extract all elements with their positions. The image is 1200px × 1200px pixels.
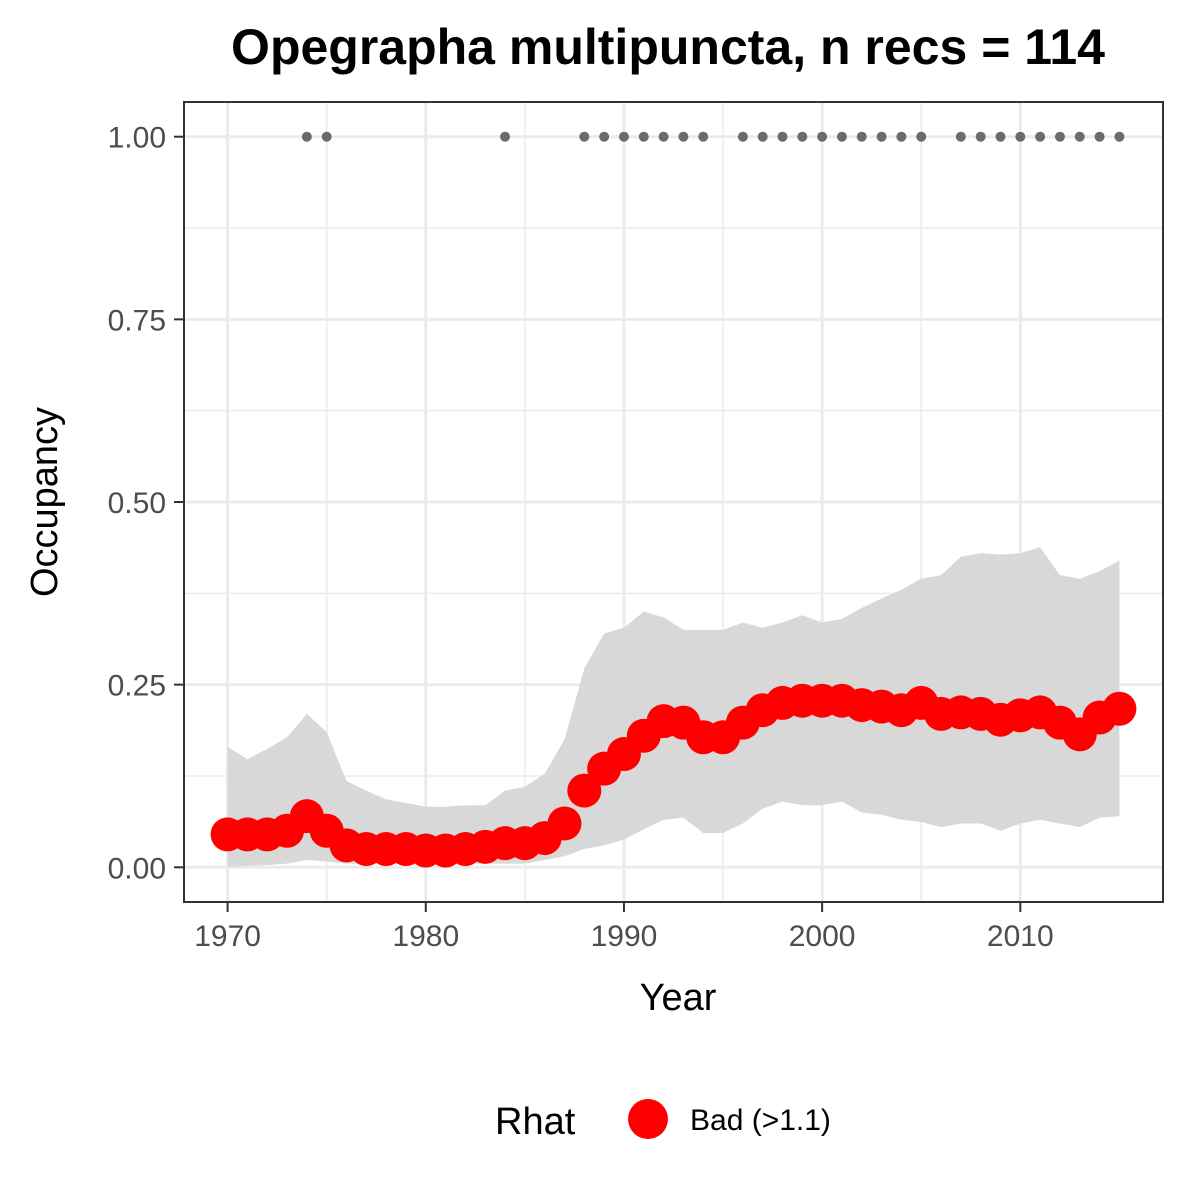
record-point bbox=[599, 131, 610, 142]
x-tick-label: 1990 bbox=[591, 920, 658, 953]
record-point bbox=[321, 131, 332, 142]
x-tick-label: 1970 bbox=[194, 920, 261, 953]
record-point bbox=[856, 131, 867, 142]
credible-interval-ribbon bbox=[227, 547, 1120, 868]
occupancy-point bbox=[547, 806, 582, 841]
record-point bbox=[817, 131, 828, 142]
record-point bbox=[995, 131, 1006, 142]
x-axis: 1970 1980 1990 2000 2010 bbox=[194, 902, 1054, 953]
record-point bbox=[579, 131, 590, 142]
record-point bbox=[955, 131, 966, 142]
record-point bbox=[1054, 131, 1065, 142]
y-tick-label: 0.50 bbox=[108, 487, 166, 520]
legend: Rhat Bad (>1.1) bbox=[495, 1099, 831, 1143]
y-tick-label: 0.75 bbox=[108, 304, 166, 337]
record-point bbox=[1015, 131, 1026, 142]
y-tick-label: 0.00 bbox=[108, 852, 166, 885]
ribbon-area bbox=[227, 547, 1120, 868]
record-point bbox=[757, 131, 768, 142]
record-point bbox=[618, 131, 629, 142]
occupancy-points bbox=[210, 683, 1137, 868]
record-point bbox=[500, 131, 511, 142]
record-point bbox=[1035, 131, 1046, 142]
record-point bbox=[916, 131, 927, 142]
record-point bbox=[896, 131, 907, 142]
record-point bbox=[698, 131, 709, 142]
y-axis-title: Occupancy bbox=[24, 407, 66, 597]
record-point bbox=[658, 131, 669, 142]
y-tick-label: 1.00 bbox=[108, 122, 166, 155]
occupancy-point bbox=[1102, 691, 1137, 726]
occupancy-point bbox=[567, 773, 602, 808]
x-tick-label: 2000 bbox=[789, 920, 856, 953]
record-point bbox=[1094, 131, 1105, 142]
record-point bbox=[1114, 131, 1125, 142]
chart-title: Opegrapha multipuncta, n recs = 114 bbox=[231, 19, 1105, 75]
record-point bbox=[737, 131, 748, 142]
x-tick-label: 2010 bbox=[987, 920, 1054, 953]
record-point bbox=[836, 131, 847, 142]
record-point bbox=[777, 131, 788, 142]
legend-title: Rhat bbox=[495, 1101, 576, 1143]
record-point bbox=[1074, 131, 1085, 142]
record-point bbox=[797, 131, 808, 142]
x-tick-label: 1980 bbox=[392, 920, 459, 953]
record-point bbox=[975, 131, 986, 142]
legend-label-bad: Bad (>1.1) bbox=[690, 1104, 831, 1137]
record-point bbox=[678, 131, 689, 142]
y-axis: 0.00 0.25 0.50 0.75 1.00 bbox=[108, 122, 184, 885]
legend-key-bad bbox=[628, 1099, 668, 1139]
record-point bbox=[638, 131, 649, 142]
record-point bbox=[301, 131, 312, 142]
record-point bbox=[876, 131, 887, 142]
x-axis-title: Year bbox=[640, 977, 717, 1019]
y-tick-label: 0.25 bbox=[108, 670, 166, 703]
record-points bbox=[301, 131, 1125, 142]
